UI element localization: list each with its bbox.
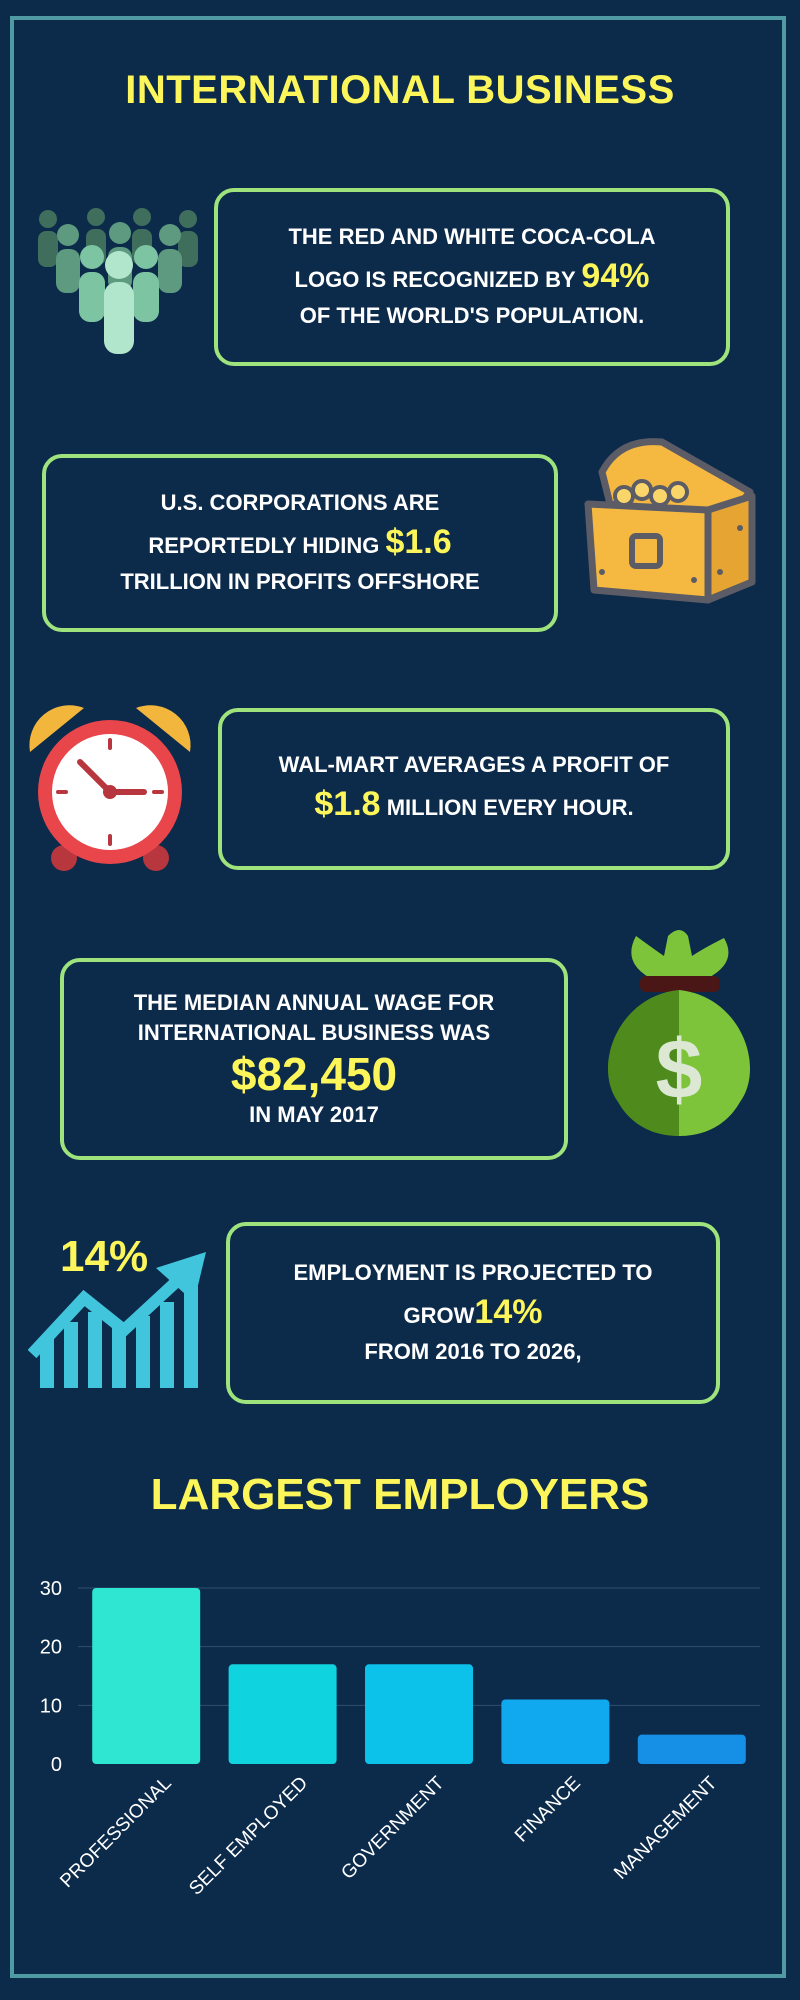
fact2-line2: REPORTEDLY HIDING <box>148 533 380 559</box>
page-frame <box>10 16 786 1978</box>
fact5-line1: EMPLOYMENT IS PROJECTED TO <box>293 1260 653 1286</box>
y-tick-label: 20 <box>40 1637 62 1659</box>
x-tick-label: MANAGEMENT <box>610 1772 721 1883</box>
median-wage-fact-box: THE MEDIAN ANNUAL WAGE FOR INTERNATIONAL… <box>60 958 568 1160</box>
fact5-line2: GROW <box>403 1303 475 1329</box>
fact1-value: 94% <box>581 257 650 296</box>
fact3-value: $1.8 <box>314 784 381 823</box>
y-tick-label: 30 <box>40 1578 62 1600</box>
fact5-value: 14% <box>474 1293 543 1332</box>
fact3-line2: MILLION EVERY HOUR. <box>386 794 634 820</box>
fact2-value: $1.6 <box>385 523 452 562</box>
alarm-clock-icon <box>29 705 191 871</box>
largest-employers-chart: 0 10 20 30 PROFESSIONAL SELF EMPLOYED GOVERNME… <box>40 1578 760 1900</box>
coca-cola-fact-box: THE RED AND WHITE COCA-COLA LOGO IS RECO… <box>214 188 730 366</box>
x-tick-label: SELF EMPLOYED <box>185 1773 312 1900</box>
fact4-line1: THE MEDIAN ANNUAL WAGE FOR <box>133 989 495 1015</box>
bar <box>637 1734 746 1764</box>
bar <box>501 1699 610 1764</box>
people-group-icon <box>38 208 198 354</box>
fact4-line2: INTERNATIONAL BUSINESS WAS <box>137 1020 491 1046</box>
walmart-fact-box: WAL-MART AVERAGES A PROFIT OF $1.8 MILLI… <box>218 708 730 870</box>
fact1-line2: LOGO IS RECOGNIZED BY <box>294 267 576 293</box>
money-bag-icon: $ <box>607 930 751 1136</box>
treasure-chest-icon <box>584 438 756 604</box>
bar <box>365 1664 473 1764</box>
y-tick-label: 0 <box>51 1754 62 1776</box>
bar <box>92 1588 201 1764</box>
y-tick-label: 10 <box>40 1695 62 1717</box>
employment-fact-box: EMPLOYMENT IS PROJECTED TO GROW14% FROM … <box>226 1222 720 1404</box>
fact5-line3: FROM 2016 TO 2026, <box>364 1338 582 1364</box>
growth-chart-icon <box>28 1252 206 1388</box>
corporations-fact-box: U.S. CORPORATIONS ARE REPORTEDLY HIDING … <box>42 454 558 632</box>
bar <box>228 1664 337 1764</box>
fact4-line3: IN MAY 2017 <box>249 1101 379 1127</box>
chart-title: LARGEST EMPLOYERS <box>150 1470 650 1519</box>
x-tick-label: FINANCE <box>511 1773 585 1847</box>
growth-percent-label: 14% <box>60 1232 149 1281</box>
fact2-line1: U.S. CORPORATIONS ARE <box>160 490 440 516</box>
page-title: INTERNATIONAL BUSINESS <box>125 68 675 112</box>
fact3-line1: WAL-MART AVERAGES A PROFIT OF <box>278 751 670 777</box>
fact1-line1: THE RED AND WHITE COCA-COLA <box>288 224 656 250</box>
fact4-value: $82,450 <box>230 1048 398 1101</box>
fact2-line3: TRILLION IN PROFITS OFFSHORE <box>120 568 480 594</box>
fact1-line3: OF THE WORLD'S POPULATION. <box>299 302 645 328</box>
x-tick-label: PROFESSIONAL <box>56 1773 175 1892</box>
svg-text:$: $ <box>656 1022 703 1116</box>
x-tick-label: GOVERNMENT <box>337 1772 448 1883</box>
